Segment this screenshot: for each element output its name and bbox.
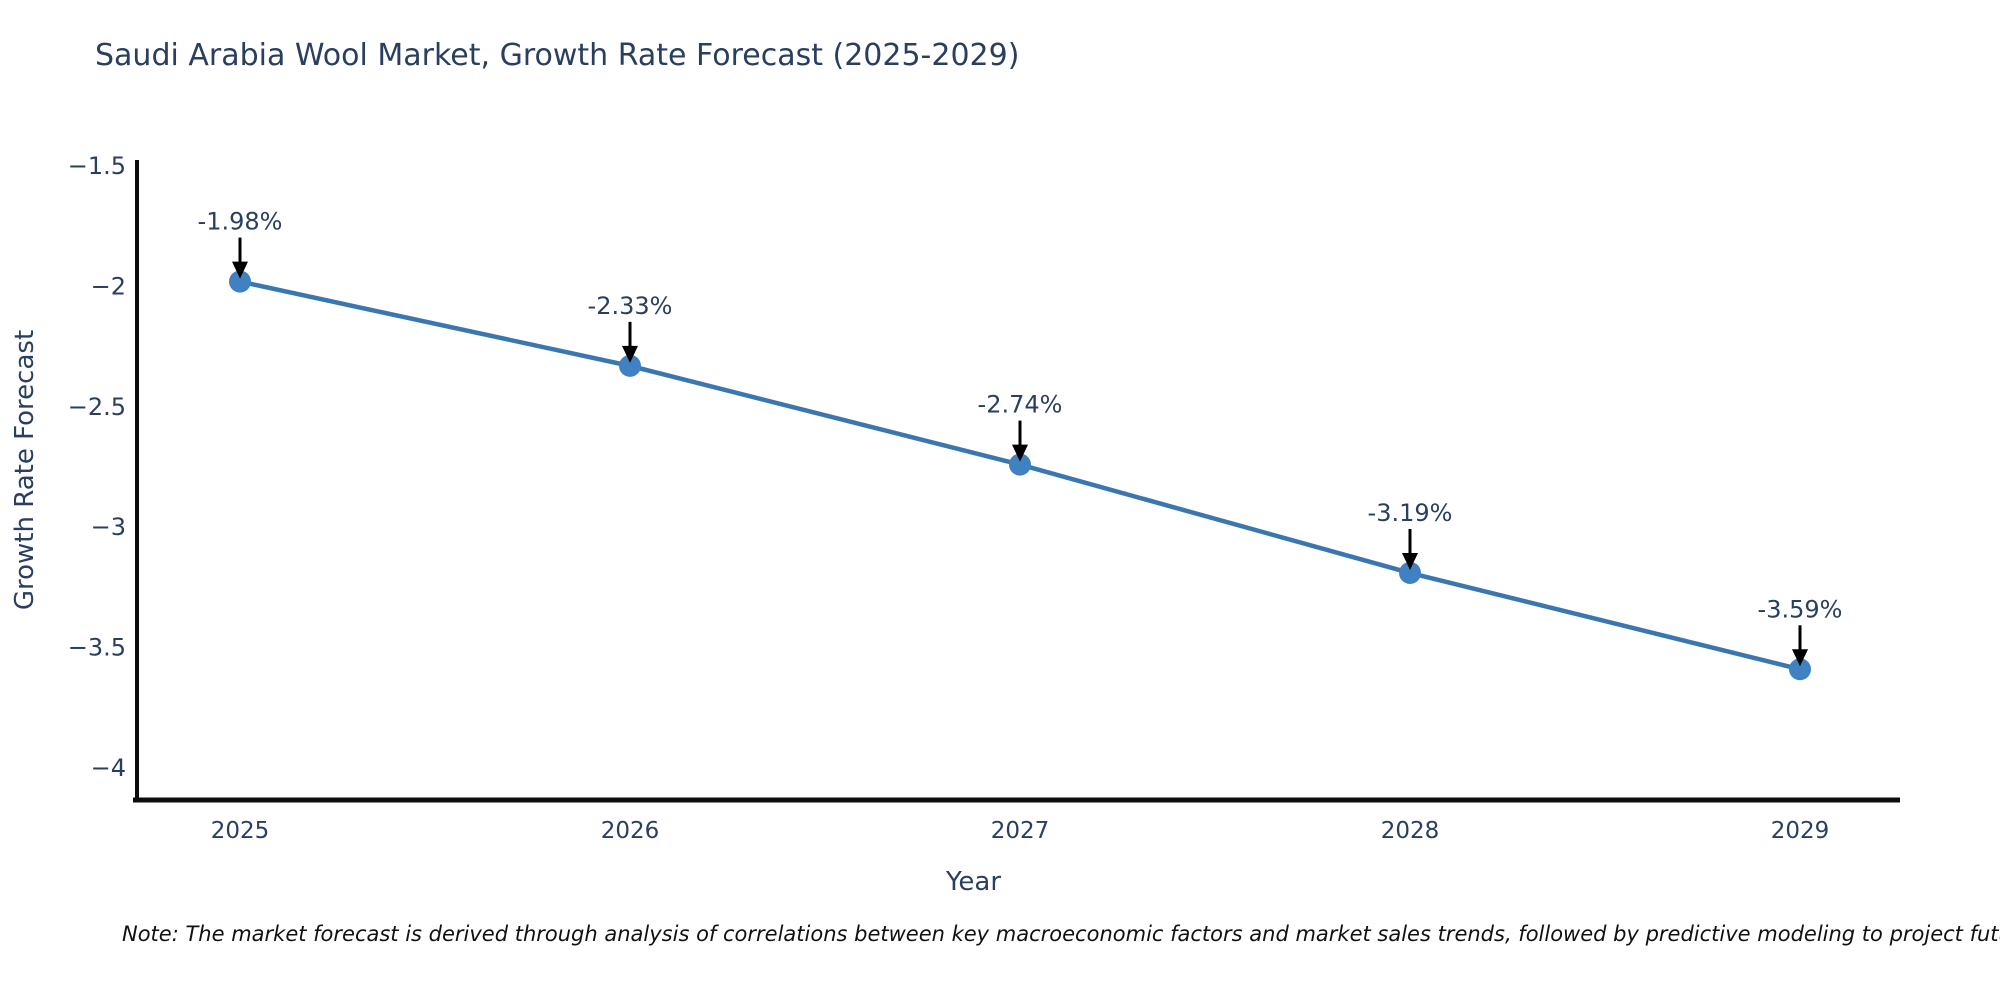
data-point-label: -3.59% — [1758, 595, 1843, 623]
x-tick-label: 2029 — [1771, 818, 1830, 844]
data-point-label: -2.74% — [978, 391, 1063, 419]
data-point-marker — [1009, 453, 1031, 476]
annotation-arrow-head — [1012, 444, 1028, 462]
data-point-marker — [1789, 658, 1811, 681]
data-point-marker — [229, 270, 251, 293]
y-tick-label: −2 — [91, 272, 126, 300]
x-tick-label: 2026 — [601, 818, 660, 844]
annotation-arrow-head — [232, 261, 248, 279]
y-tick-label: −1.5 — [68, 152, 126, 180]
footnote: Note: The market forecast is derived thr… — [122, 922, 2000, 946]
y-tick-label: −3 — [91, 513, 126, 541]
data-point-marker — [619, 354, 641, 377]
y-tick-label: −3.5 — [68, 634, 126, 662]
x-tick-label: 2028 — [1381, 818, 1440, 844]
y-tick-label: −2.5 — [68, 393, 126, 421]
data-point-label: -3.19% — [1368, 499, 1453, 527]
annotation-arrow-head — [1402, 552, 1418, 570]
x-axis-title: Year — [945, 867, 1001, 897]
data-point-label: -2.33% — [588, 292, 673, 320]
annotation-arrow-head — [622, 345, 638, 363]
chart-title: Saudi Arabia Wool Market, Growth Rate Fo… — [95, 38, 1020, 73]
data-point-marker — [1399, 561, 1421, 584]
y-tick-label: −4 — [91, 754, 126, 782]
x-tick-label: 2027 — [991, 818, 1050, 844]
data-point-label: -1.98% — [198, 208, 283, 236]
annotation-arrow-head — [1792, 649, 1808, 667]
y-axis-title: Growth Rate Forecast — [10, 330, 40, 610]
x-tick-label: 2025 — [211, 818, 270, 844]
